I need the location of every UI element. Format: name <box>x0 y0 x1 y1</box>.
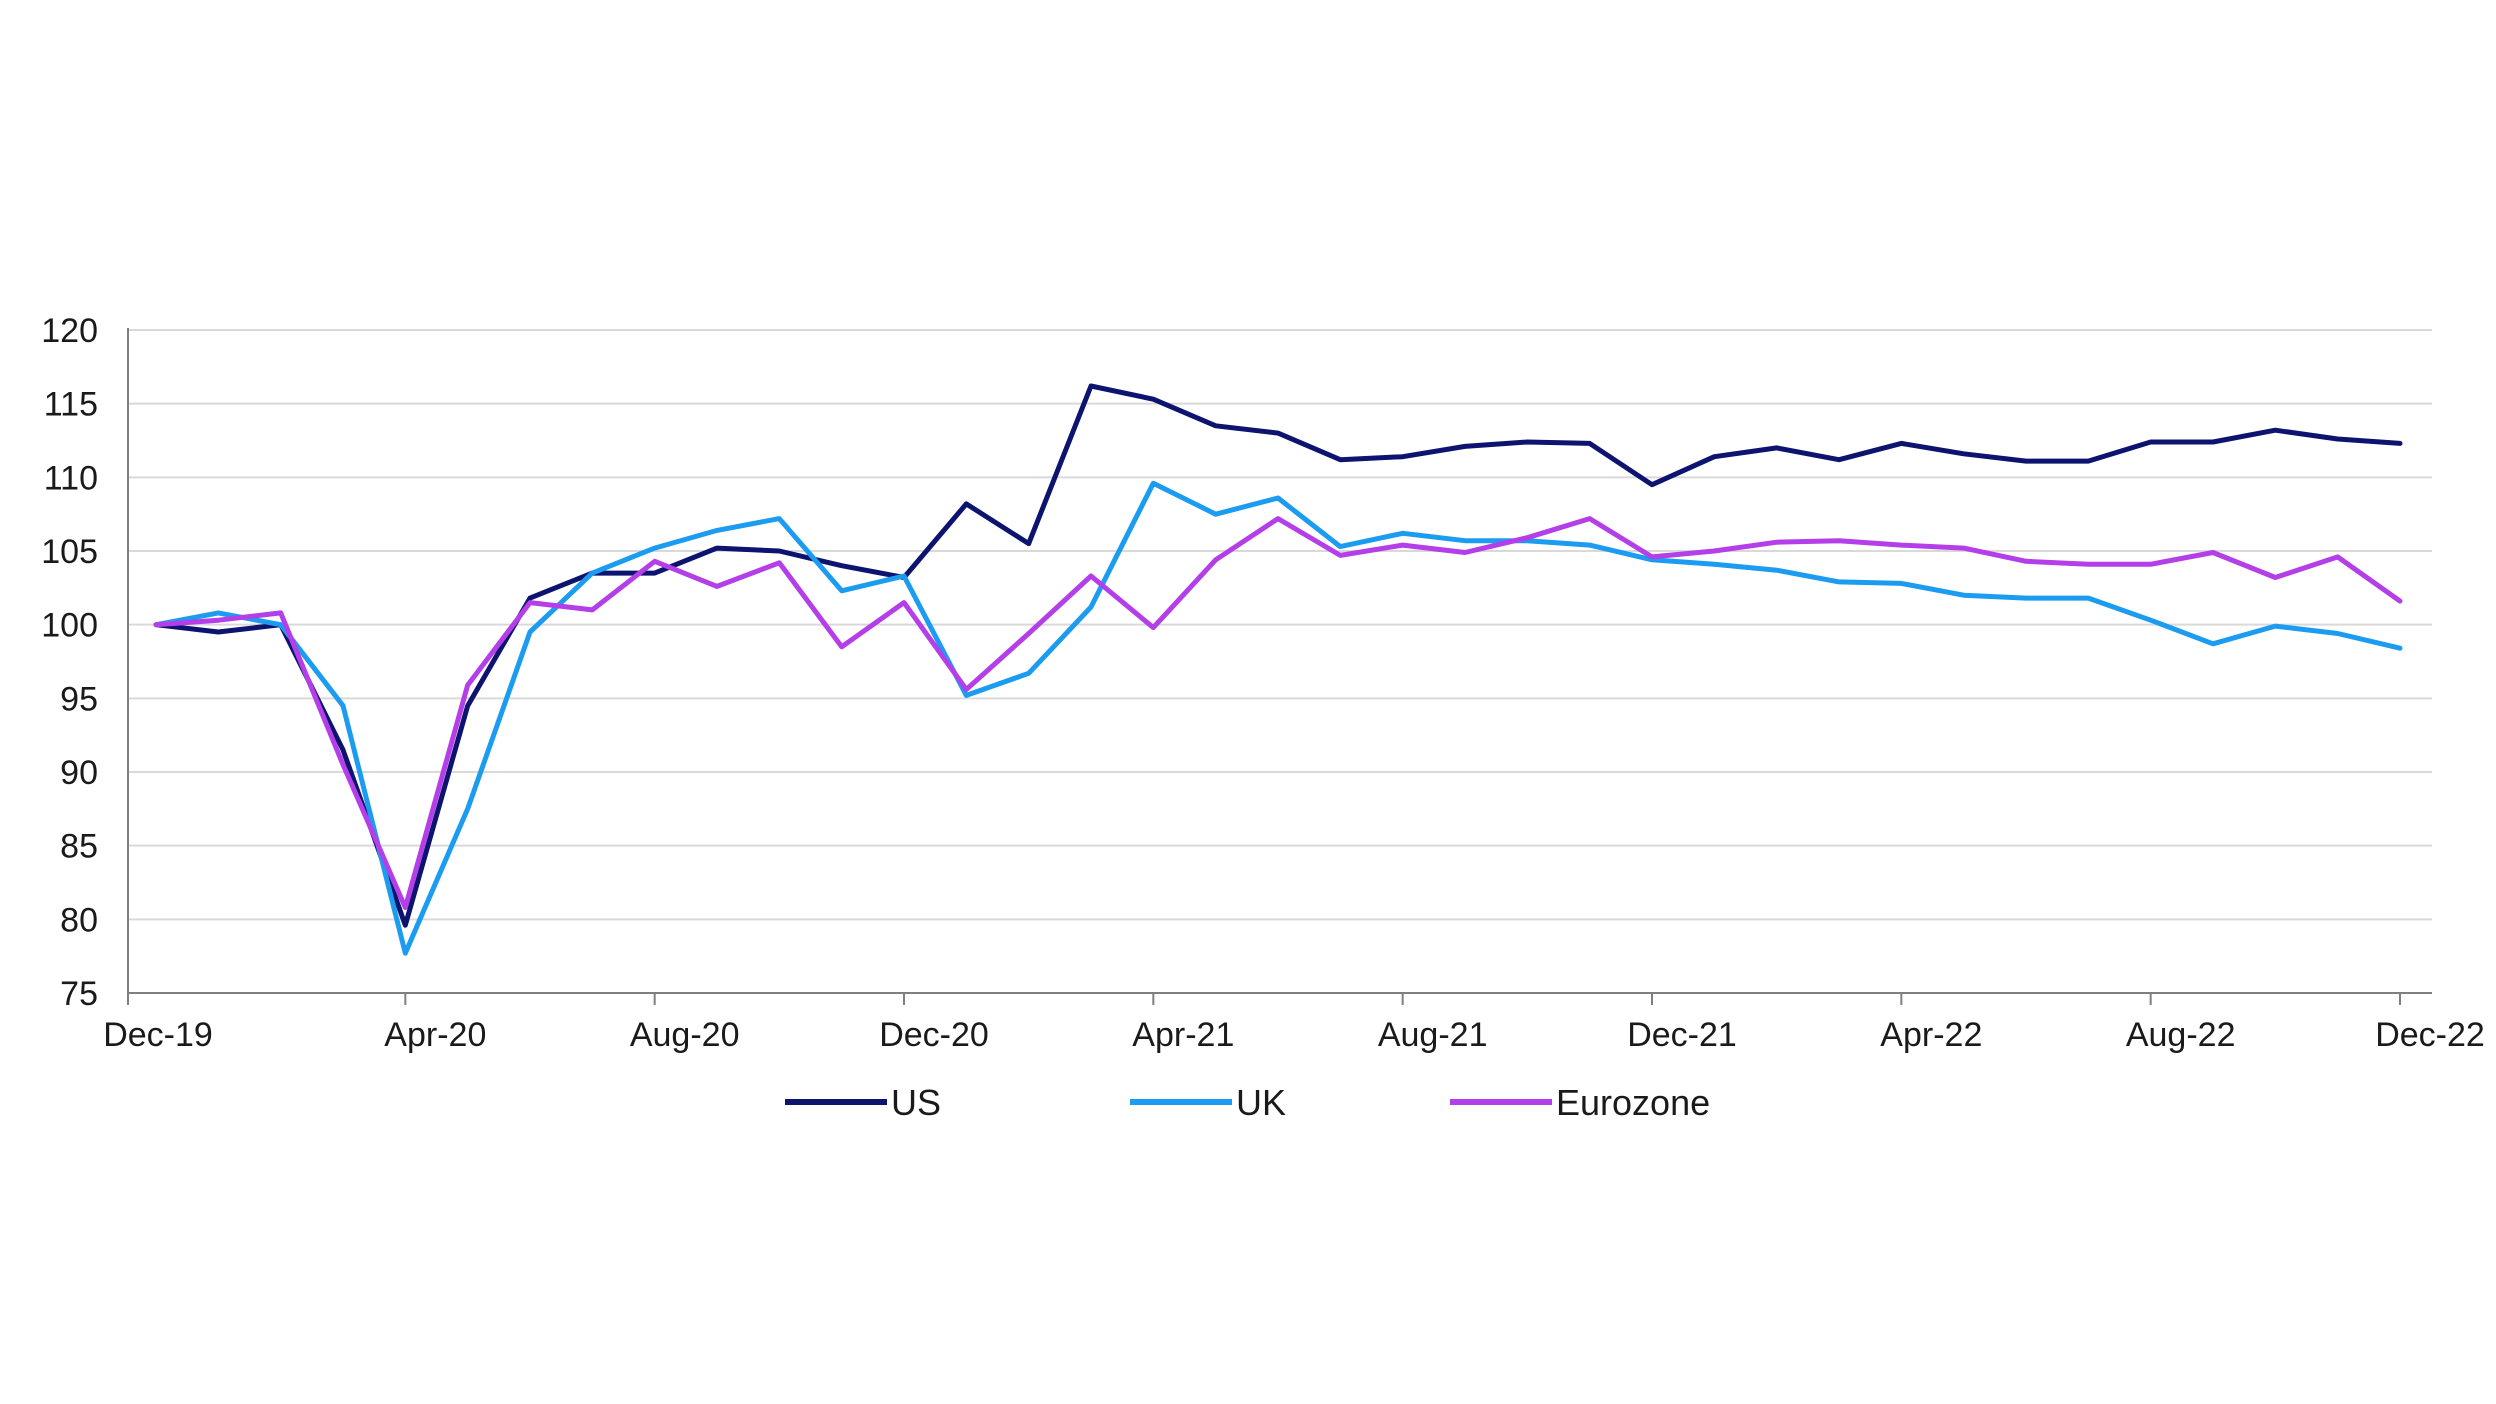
legend-label: Eurozone <box>1556 1082 1710 1123</box>
legend-label: US <box>891 1082 941 1123</box>
gridlines <box>128 329 2432 921</box>
x-tick-label: Dec-20 <box>879 1016 989 1054</box>
x-axis-ticks: Dec-19 Apr-20 Aug-20 Dec-20 Apr-21 Aug-21 Dec-… <box>103 993 2485 1054</box>
x-tick-label: Aug-21 <box>1378 1016 1488 1054</box>
y-tick-label: 95 <box>60 680 98 718</box>
x-tick-label: Apr-21 <box>1132 1016 1234 1054</box>
legend-label: UK <box>1236 1082 1286 1123</box>
y-tick-label: 75 <box>60 975 98 1013</box>
y-tick-label: 120 <box>41 312 98 350</box>
legend-item-uk: UK <box>1130 1082 1286 1123</box>
y-tick-label: 85 <box>60 828 98 866</box>
x-tick-label: Aug-20 <box>630 1016 740 1054</box>
x-tick-label: Apr-22 <box>1880 1016 1982 1054</box>
series-line-us <box>153 383 2403 928</box>
y-tick-label: 110 <box>44 459 98 497</box>
legend: US UK Eurozone <box>785 1082 1710 1123</box>
y-tick-label: 80 <box>60 901 98 939</box>
y-tick-label: 115 <box>44 386 98 424</box>
axes <box>127 328 2432 994</box>
y-tick-label: 105 <box>41 533 98 571</box>
y-axis-ticks: 75 80 85 90 95 100 105 110 115 120 <box>41 312 98 1013</box>
x-tick-label: Apr-20 <box>384 1016 486 1054</box>
series-lines <box>153 383 2403 956</box>
legend-item-us: US <box>785 1082 941 1123</box>
series-line-eurozone <box>153 516 2403 910</box>
legend-item-eurozone: Eurozone <box>1450 1082 1710 1123</box>
x-tick-label: Aug-22 <box>2126 1016 2236 1054</box>
series-line-uk <box>153 480 2403 956</box>
x-tick-label: Dec-19 <box>103 1016 213 1054</box>
y-tick-label: 90 <box>60 754 98 792</box>
y-tick-label: 100 <box>41 607 98 645</box>
x-tick-label: Dec-22 <box>2375 1016 2485 1054</box>
x-tick-label: Dec-21 <box>1627 1016 1737 1054</box>
